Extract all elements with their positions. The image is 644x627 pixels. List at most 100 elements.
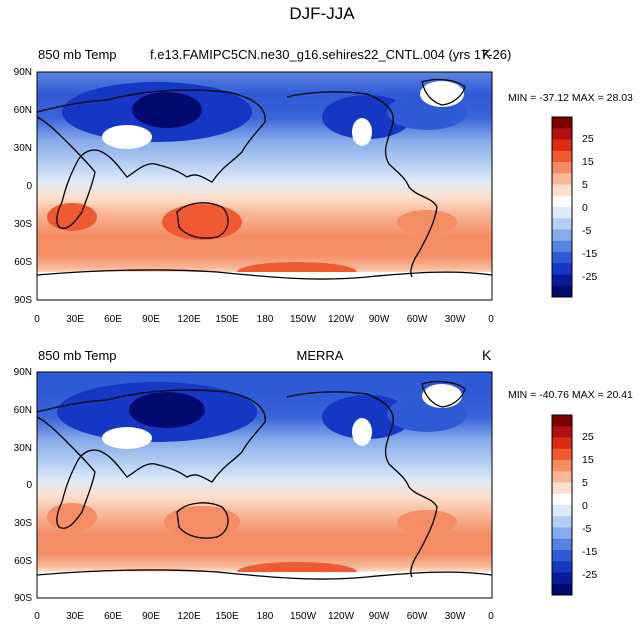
panel2-lon-90e: 90E	[142, 611, 160, 622]
panel2-samerica-warm	[397, 510, 457, 534]
panel2-lon-120e: 120E	[177, 611, 201, 622]
panel1-rockies-mask	[352, 118, 372, 146]
panel2-cb-label-m5: -5	[582, 523, 592, 535]
panel2-lon-0: 0	[34, 611, 40, 622]
panel1-colorbar-swatch	[552, 128, 572, 140]
panel1-lon-180: 180	[256, 314, 274, 325]
panel2-cb-label-5: 5	[582, 477, 588, 489]
panel2-colorbar-swatch	[552, 516, 572, 528]
panel2-colorbar-swatch	[552, 471, 572, 483]
panel1-colorbar-swatch	[552, 285, 572, 298]
panel2-lon-60w: 60W	[406, 611, 428, 622]
panel1-colorbar-swatch	[552, 173, 572, 185]
panel1-lon-60e: 60E	[104, 314, 122, 325]
panel1-cb-label-0: 0	[582, 202, 588, 214]
panel2-lon-150w: 150W	[289, 611, 317, 622]
panel2-colorbar-swatch	[552, 493, 572, 506]
panel2-siberia-core	[129, 392, 205, 428]
panel2-colorbar-swatch	[552, 550, 572, 562]
panel1-colorbar-outline	[551, 116, 573, 298]
panel1-colorbar-swatch	[552, 274, 572, 287]
panel1-cb-label-25: 25	[582, 133, 594, 145]
panel1-center-title: f.e13.FAMIPC5CN.ne30_g16.sehires22_CNTL.…	[150, 47, 512, 62]
panel1-lon-0: 0	[34, 314, 40, 325]
panel2-safrica-warm	[47, 503, 97, 531]
panel1-stats: MIN = -37.12 MAX = 28.03	[508, 92, 633, 104]
panel1-lon-120w: 120W	[327, 314, 355, 325]
panel2-stats: MIN = -40.76 MAX = 20.41	[508, 389, 633, 401]
panel1-samerica-warm	[397, 210, 457, 234]
panel1-lon-90e: 90E	[142, 314, 160, 325]
panel2-colorbar-swatch	[552, 448, 572, 461]
panel1-colorbar	[551, 116, 573, 298]
panel1-lat-30n: 30N	[13, 143, 32, 154]
panel1-tibet-mask	[102, 125, 152, 149]
panel2-lon-150e: 150E	[215, 611, 239, 622]
panel1-cb-label-m5: -5	[582, 225, 592, 237]
panel2-namerica-cold	[322, 395, 412, 439]
panel1-colorbar-swatch	[552, 162, 572, 174]
panel2-coastlines	[37, 380, 492, 580]
panel2-lon-30e: 30E	[66, 611, 84, 622]
panel2-left-title: 850 mb Temp	[38, 348, 117, 363]
panel2-colorbar-swatch	[552, 415, 572, 427]
panel1-colorbar-swatch	[552, 218, 572, 230]
panel1-cb-label-m25: -25	[582, 271, 598, 283]
panel1-colorbar-swatch	[552, 252, 572, 264]
panel1-coastlines	[37, 78, 492, 280]
panel1-colorbar-swatch	[552, 263, 572, 275]
panel1-lon-90w: 90W	[368, 314, 390, 325]
panel2-colorbar-swatch	[552, 561, 572, 573]
panel2-colorbar-swatch	[552, 482, 572, 495]
panel2-colorbar	[551, 414, 573, 596]
panel1-units: K	[482, 46, 492, 62]
panel1-map	[36, 71, 493, 301]
panel2-lon-30w: 30W	[444, 611, 466, 622]
panel1-lon-0-end: 0	[488, 314, 494, 325]
panel1-lon-60w: 60W	[406, 314, 428, 325]
panel2-center-title: MERRA	[296, 348, 344, 363]
panel2-colorbar-outline	[551, 414, 573, 596]
panel1-colorbar-swatch	[552, 240, 572, 253]
panel2-colorbar-swatch	[552, 505, 572, 517]
panel2-units: K	[482, 347, 492, 363]
panel2-cb-label-0: 0	[582, 500, 588, 512]
panel2-australia-warm	[164, 506, 240, 538]
panel2-lat-30n: 30N	[13, 443, 32, 454]
panel2-lon-0-end: 0	[488, 611, 494, 622]
panel1-australia-warm	[162, 204, 242, 240]
panel2-lat-90s: 90S	[14, 593, 32, 604]
panel1-lat-90n: 90N	[13, 67, 32, 78]
panel1-cb-label-15: 15	[582, 156, 594, 168]
panel2-lon-120w: 120W	[327, 611, 355, 622]
panel2-colorbar-swatch	[552, 426, 572, 438]
panel1-colorbar-swatch	[552, 195, 572, 208]
panel1-siberia-core	[132, 92, 202, 128]
panel2-lat-0: 0	[26, 480, 32, 491]
panel1-cb-label-m15: -15	[582, 248, 598, 260]
panel2-lat-30s: 30S	[14, 518, 32, 529]
panel1-greenland-mask	[420, 81, 464, 107]
panel1-lat-90s: 90S	[14, 295, 32, 306]
panel1-lon-150e: 150E	[215, 314, 239, 325]
panel2-lat-60s: 60S	[14, 556, 32, 567]
panel1-lon-30w: 30W	[444, 314, 466, 325]
panel2-colorbar-swatch	[552, 437, 572, 450]
panel1-lat-60s: 60S	[14, 257, 32, 268]
panel2-lon-180: 180	[256, 611, 274, 622]
panel1-colorbar-swatch	[552, 139, 572, 152]
panel2-cb-label-15: 15	[582, 454, 594, 466]
panel2-lat-90n: 90N	[13, 367, 32, 378]
panel1-colorbar-swatch	[552, 117, 572, 129]
panel1-lat-30s: 30S	[14, 219, 32, 230]
panel1-cb-label-5: 5	[582, 179, 588, 191]
panel2-lon-90w: 90W	[368, 611, 390, 622]
panel2-rockies-mask	[352, 418, 372, 446]
panel1-colorbar-swatch	[552, 184, 572, 197]
panel2-lon-60e: 60E	[104, 611, 122, 622]
panel1-colorbar-swatch	[552, 207, 572, 219]
panel2-cb-label-m25: -25	[582, 569, 598, 581]
panel2-lat-60n: 60N	[13, 405, 32, 416]
panel2-colorbar-swatch	[552, 572, 572, 585]
panel1-safrica-warm	[47, 203, 97, 231]
